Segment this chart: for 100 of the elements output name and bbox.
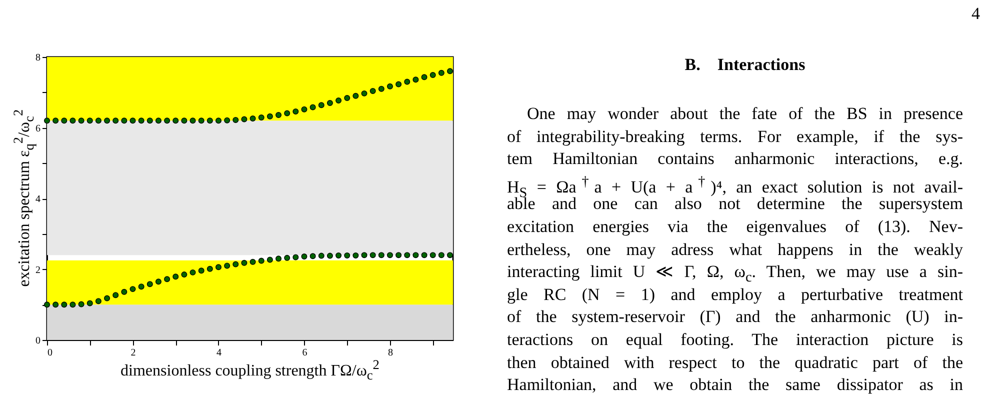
point [318, 102, 324, 108]
point [241, 260, 248, 266]
y-tick-label: 4 [36, 194, 40, 205]
text: One may wonder about the fate of the BS in presence [527, 104, 963, 124]
point [344, 95, 350, 102]
point [396, 252, 402, 258]
point [146, 118, 153, 124]
point [301, 106, 308, 112]
y-tick-label: 2 [36, 264, 40, 276]
point [301, 254, 308, 260]
point [370, 252, 376, 258]
point [370, 88, 376, 94]
x-tick-label: 0 [48, 348, 52, 358]
point [421, 74, 428, 80]
text: gle RC (N = 1) and employ a perturbative treatment [507, 284, 963, 305]
point [447, 68, 453, 74]
point [164, 118, 170, 124]
point [198, 268, 204, 274]
point [206, 266, 213, 272]
point [215, 264, 222, 270]
point [430, 72, 436, 78]
point [276, 256, 282, 262]
point [292, 108, 299, 114]
point [206, 118, 213, 124]
point [430, 252, 436, 258]
point [412, 252, 419, 258]
point [138, 284, 144, 290]
point [438, 70, 444, 76]
point [378, 252, 384, 258]
point [258, 114, 264, 120]
point [336, 98, 342, 104]
point [232, 116, 239, 123]
point [224, 262, 230, 269]
point [78, 118, 84, 124]
point [138, 118, 144, 124]
text: ertheless, one may adress what happens in the weakly [507, 240, 963, 260]
point [266, 113, 273, 120]
point [326, 252, 333, 259]
point [326, 100, 333, 106]
point [404, 78, 410, 85]
text: tem Hamiltonian contains anharmonic interactions, e.g. [507, 149, 963, 170]
point [310, 104, 316, 110]
point [52, 302, 59, 308]
point [396, 81, 402, 88]
point [250, 116, 256, 122]
point [404, 252, 410, 258]
point [361, 90, 368, 96]
y-tick-label: 8 [36, 52, 40, 64]
text: excitation energies via the eigenvalues of (13). Nev- [507, 217, 963, 237]
point [198, 118, 204, 124]
point [155, 278, 162, 285]
point [232, 261, 239, 268]
point [224, 117, 230, 124]
point [112, 118, 119, 124]
y-tick-label: 6 [36, 123, 40, 134]
x-tick-label: 2 [130, 348, 136, 358]
point [318, 252, 324, 259]
point [104, 118, 110, 124]
point [104, 295, 110, 302]
text: of integrability-breaking terms. For example, if the sys- [507, 126, 963, 147]
point [61, 302, 68, 308]
point [78, 301, 84, 308]
point [70, 118, 76, 124]
point [292, 254, 299, 260]
text: then obtained with respect to the quadratic part of the [507, 352, 963, 373]
point [61, 118, 68, 124]
point [361, 252, 368, 258]
point [112, 292, 119, 298]
point [164, 276, 170, 282]
point [378, 86, 384, 92]
point [95, 118, 102, 124]
point [86, 118, 93, 124]
point [241, 116, 248, 122]
point [412, 76, 419, 83]
point [130, 286, 136, 292]
point [344, 252, 350, 258]
point [284, 254, 290, 261]
point [266, 256, 273, 263]
point [121, 288, 128, 295]
point [121, 118, 128, 124]
text: teractions on equal footing. The interaction picture is [507, 330, 963, 350]
point [70, 302, 76, 308]
point [146, 281, 153, 288]
x-tick-label: 4 [216, 348, 222, 358]
point [172, 274, 179, 280]
point [310, 253, 316, 260]
point [155, 118, 162, 124]
point [284, 110, 290, 116]
x-tick-label: 6 [302, 348, 308, 358]
point [181, 118, 188, 124]
point [258, 258, 264, 264]
y-tick-label: 0 [36, 336, 40, 346]
point [421, 252, 428, 258]
point [352, 252, 359, 258]
text: of the system-reservoir (Γ) and the anharmonic (U) in- [507, 307, 963, 328]
point [276, 112, 282, 118]
point [190, 118, 196, 124]
point [386, 83, 393, 90]
point [336, 252, 342, 258]
text: Hamiltonian, and we obtain the same dissipator as in [507, 375, 963, 396]
